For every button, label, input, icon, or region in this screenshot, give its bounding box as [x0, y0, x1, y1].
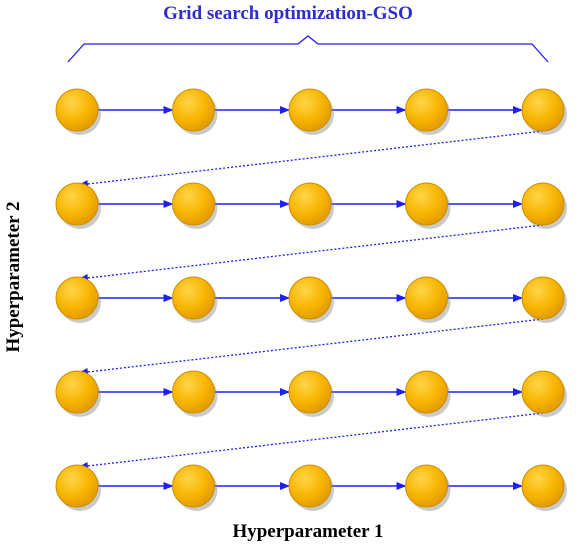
title-brace	[67, 35, 549, 63]
grid-node-r5-c2	[172, 464, 218, 511]
return-arrow-row4	[78, 412, 544, 470]
grid-node-r4-c3	[288, 370, 334, 417]
grid-node-r2-c3	[288, 182, 334, 229]
grid-node-r5-c1	[55, 464, 101, 511]
row-step-arrows	[98, 106, 523, 490]
return-arrow-row2	[78, 224, 544, 282]
grid-node-r5-c3	[288, 464, 334, 511]
grid-node-r1-c4	[405, 88, 451, 135]
grid-node-r3-c5	[521, 276, 567, 323]
grid-node-r4-c5	[521, 370, 567, 417]
grid-node-r5-c5	[521, 464, 567, 511]
return-arrow-row1	[78, 130, 544, 188]
grid-node-r4-c2	[172, 370, 218, 417]
row-return-arrows	[78, 130, 544, 470]
grid-node-r2-c5	[521, 182, 567, 229]
x-axis-label: Hyperparameter 1	[232, 521, 384, 542]
grid-node-r1-c1	[55, 88, 101, 135]
y-axis-label: Hyperparameter 2	[3, 201, 24, 353]
grid-node-r3-c4	[405, 276, 451, 323]
grid-node-r4-c1	[55, 370, 101, 417]
return-arrow-row3	[78, 318, 544, 376]
diagram-title: Grid search optimization-GSO	[163, 3, 413, 24]
grid-node-r2-c2	[172, 182, 218, 229]
grid-node-r2-c4	[405, 182, 451, 229]
grid-node-r5-c4	[405, 464, 451, 511]
grid-node-r4-c4	[405, 370, 451, 417]
grid-node-r3-c1	[55, 276, 101, 323]
grid-nodes	[55, 88, 567, 511]
grid-node-r3-c3	[288, 276, 334, 323]
grid-node-r3-c2	[172, 276, 218, 323]
grid-node-r2-c1	[55, 182, 101, 229]
grid-node-r1-c5	[521, 88, 567, 135]
grid-node-r1-c3	[288, 88, 334, 135]
grid-node-r1-c2	[172, 88, 218, 135]
